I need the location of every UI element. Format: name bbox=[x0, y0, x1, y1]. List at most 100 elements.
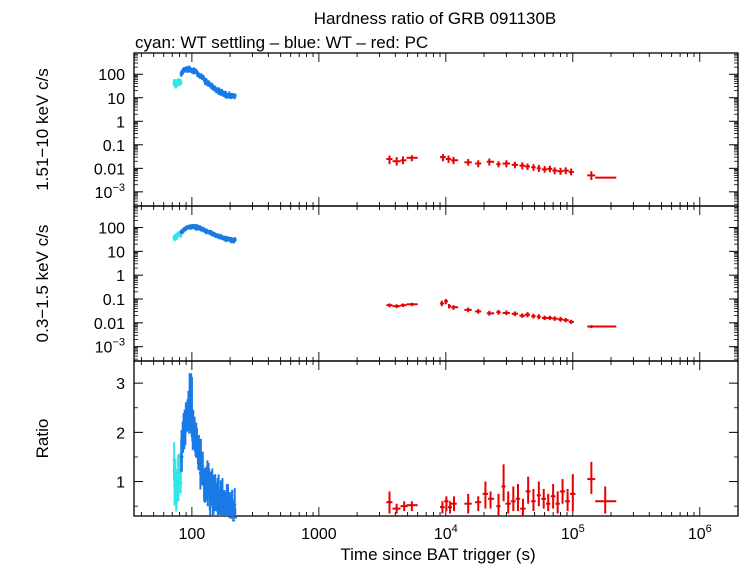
x-axis-label: Time since BAT trigger (s) bbox=[340, 545, 535, 564]
x-tick-label: 100 bbox=[179, 526, 206, 543]
y-tick-label: 100 bbox=[98, 67, 125, 84]
data-point bbox=[496, 161, 501, 168]
data-point bbox=[447, 501, 453, 514]
data-point bbox=[392, 503, 401, 514]
series-pc-soft bbox=[386, 299, 617, 329]
panels: 100 10 1 0.1 0.01 10−3 1.51−10 keV c/s 100 10 1 0.… bbox=[33, 52, 739, 522]
data-point bbox=[440, 501, 445, 514]
data-point bbox=[482, 481, 489, 509]
y-tick-label: 0.1 bbox=[103, 138, 125, 155]
data-point bbox=[440, 154, 446, 162]
data-point bbox=[386, 303, 393, 308]
data-point bbox=[502, 160, 510, 168]
data-point bbox=[547, 165, 553, 173]
data-point bbox=[563, 167, 569, 175]
data-point bbox=[451, 496, 457, 512]
data-point bbox=[400, 501, 408, 512]
data-point bbox=[406, 155, 418, 162]
y-tick-label: 10−3 bbox=[95, 337, 125, 357]
data-point bbox=[464, 307, 472, 313]
data-point bbox=[595, 176, 617, 179]
data-point bbox=[447, 303, 452, 309]
data-point bbox=[445, 155, 452, 163]
data-point bbox=[536, 164, 541, 172]
data-point bbox=[525, 476, 531, 504]
data-point bbox=[486, 158, 495, 166]
data-point bbox=[444, 299, 448, 305]
data-point bbox=[587, 461, 596, 494]
y-tick-label: 100 bbox=[98, 221, 125, 238]
data-point bbox=[563, 317, 569, 323]
panel-ratio: 1 2 3 Ratio bbox=[33, 360, 739, 522]
data-point bbox=[520, 498, 526, 516]
data-point bbox=[550, 484, 556, 509]
data-point bbox=[406, 302, 418, 307]
data-point bbox=[519, 313, 525, 318]
panel-hard: 100 10 1 0.1 0.01 10−3 1.51−10 keV c/s bbox=[33, 52, 739, 207]
data-point bbox=[541, 166, 548, 173]
data-point bbox=[587, 325, 596, 329]
data-point bbox=[524, 163, 530, 170]
y-tick-label: 0.01 bbox=[94, 316, 125, 333]
data-point bbox=[400, 303, 407, 308]
data-point bbox=[536, 481, 541, 507]
data-point bbox=[552, 316, 558, 321]
data-point bbox=[496, 493, 501, 516]
y-tick-label: 10−3 bbox=[95, 182, 125, 202]
y-tick-label: 2 bbox=[116, 425, 125, 442]
data-point bbox=[444, 496, 449, 512]
data-point bbox=[475, 496, 482, 512]
data-point bbox=[451, 305, 459, 310]
data-point bbox=[595, 325, 617, 328]
x-tick-label: 105 bbox=[561, 523, 585, 543]
data-point bbox=[451, 156, 459, 165]
data-point bbox=[519, 162, 525, 170]
panel-frame bbox=[133, 205, 739, 362]
panel-frame bbox=[133, 360, 739, 517]
data-point bbox=[587, 171, 596, 180]
series-wt-soft bbox=[179, 224, 237, 244]
data-point bbox=[386, 491, 393, 514]
data-point bbox=[486, 310, 495, 316]
data-point bbox=[386, 155, 393, 165]
data-point bbox=[524, 312, 530, 318]
series-pc-hard bbox=[386, 154, 617, 180]
y-tick-label: 3 bbox=[116, 376, 125, 393]
data-point bbox=[569, 474, 576, 512]
data-point bbox=[511, 311, 518, 317]
data-point bbox=[545, 493, 551, 512]
data-point bbox=[400, 156, 407, 165]
data-point bbox=[496, 309, 501, 315]
data-point bbox=[555, 491, 560, 514]
series-pc-ratio bbox=[386, 461, 617, 516]
series-wt-hard bbox=[179, 65, 237, 100]
data-point bbox=[488, 491, 495, 509]
data-point bbox=[541, 488, 546, 509]
series-wt_settling-hard bbox=[172, 78, 183, 89]
data-point bbox=[475, 160, 482, 168]
chart-title: Hardness ratio of GRB 091130B bbox=[314, 9, 557, 28]
y-tick-label: 10 bbox=[107, 91, 125, 108]
y-axis-label-ratio: Ratio bbox=[33, 419, 52, 459]
data-point bbox=[392, 157, 401, 166]
y-tick-label: 10 bbox=[107, 244, 125, 261]
data-point bbox=[501, 464, 506, 502]
data-point bbox=[531, 164, 536, 171]
data-point bbox=[536, 314, 541, 320]
y-tick-label: 1 bbox=[116, 268, 125, 285]
panel-soft: 100 10 1 0.1 0.01 10−3 0.3−1.5 keV c/s bbox=[33, 205, 739, 362]
data-point bbox=[541, 315, 548, 321]
data-point bbox=[568, 168, 574, 176]
data-point bbox=[565, 488, 570, 512]
series-wt_settling-ratio bbox=[172, 442, 183, 512]
y-axis-label-hard: 1.51−10 keV c/s bbox=[33, 68, 52, 190]
data-point bbox=[557, 167, 564, 175]
y-axis-label-soft: 0.3−1.5 keV c/s bbox=[33, 225, 52, 343]
y-tick-label: 1 bbox=[116, 114, 125, 131]
data-point bbox=[531, 488, 536, 512]
data-point bbox=[595, 486, 617, 514]
data-point bbox=[511, 161, 518, 169]
data-point bbox=[559, 479, 566, 504]
panel-frame bbox=[133, 52, 739, 207]
data-point bbox=[464, 158, 472, 166]
